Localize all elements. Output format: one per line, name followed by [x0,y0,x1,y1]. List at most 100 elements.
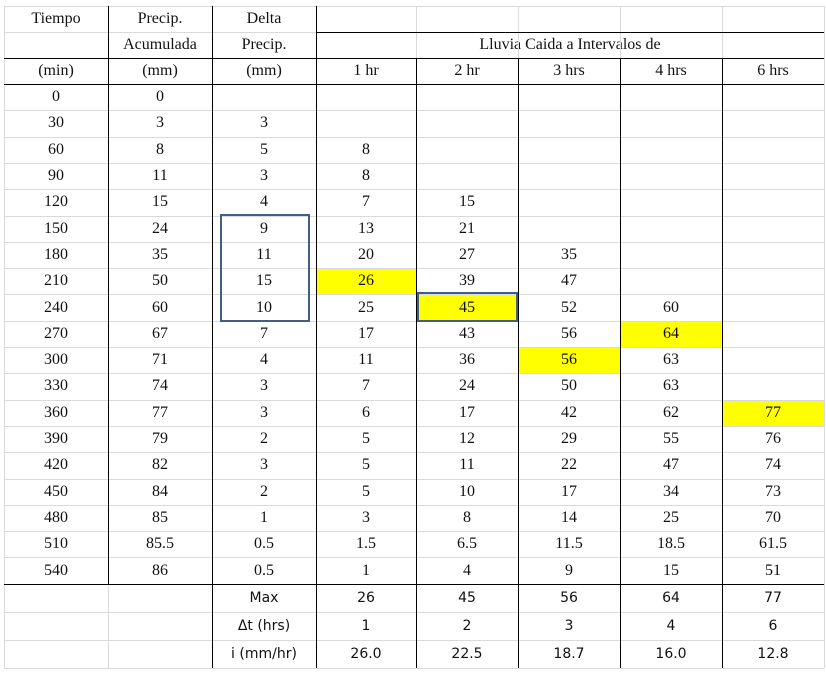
grid-line [4,557,824,558]
border-line [212,6,213,584]
summary-label: Δt (hrs) [237,617,291,634]
summary-value: 6 [768,617,778,634]
cell-int-2hr: 27 [459,245,475,263]
cell-int-6hr: 51 [765,561,781,579]
cell-int-1hr: 3 [362,508,370,526]
cell-int-2hr [416,84,518,110]
cell-int-3hr: 42 [561,403,577,421]
cell-tiempo: 210 [44,272,68,290]
cell-precip-acum: 82 [152,456,168,474]
summary-label: Max [249,589,279,606]
border-line [4,58,824,59]
cell-precip-acum: 67 [152,324,168,342]
cell-int-4hr [620,268,722,294]
cell-int-4hr: 63 [663,351,679,369]
cell-tiempo: 60 [48,140,64,158]
cell-int-6hr: 74 [765,456,781,474]
cell-int-4hr [620,189,722,215]
cell-int-2hr: 11 [459,456,475,474]
cell-int-2hr: 21 [459,219,475,237]
grid-line [4,268,824,269]
cell-delta-precip: 1 [260,508,268,526]
summary-value: 77 [764,589,782,606]
cell-tiempo: 510 [44,535,68,553]
grid-line [4,479,824,480]
header-acumulada: Acumulada [123,36,197,53]
border-line [316,32,824,33]
cell-int-6hr [722,189,824,215]
cell-precip-acum: 71 [152,351,168,369]
unit-3hr: 3 hrs [553,62,585,79]
cell-int-3hr: 47 [561,272,577,290]
highlight-cell [519,348,620,374]
unit-2hr: 2 hr [454,62,480,79]
cell-int-3hr: 9 [565,561,573,579]
cell-int-2hr: 15 [459,193,475,211]
summary-value: 18.7 [553,645,585,662]
grid-line [4,294,824,295]
cell-int-6hr [722,242,824,268]
cell-int-1hr: 8 [362,167,370,185]
border-line [518,58,519,668]
grid-line [4,347,824,348]
cell-precip-acum: 86 [152,561,168,579]
cell-int-3hr: 52 [561,298,577,316]
cell-int-2hr [416,163,518,189]
unit-1hr: 1 hr [353,62,379,79]
cell-int-6hr [722,268,824,294]
cell-int-4hr: 64 [663,324,679,342]
grid-line [4,640,824,641]
cell-precip-acum: 50 [152,272,168,290]
cell-tiempo: 150 [44,219,68,237]
cell-int-1hr: 26 [358,272,374,290]
border-line [416,58,417,668]
cell-int-1hr: 20 [358,245,374,263]
cell-precip-acum: 11 [152,167,168,185]
cell-int-6hr [722,347,824,373]
highlight-cell [417,295,518,321]
highlight-cell [723,400,824,426]
summary-value: 64 [662,589,680,606]
border-line [620,58,621,668]
cell-tiempo: 540 [44,561,68,579]
summary-value: 3 [564,617,574,634]
cell-precip-acum: 0 [156,88,164,106]
cell-int-1hr: 17 [358,324,374,342]
grid-line [4,242,824,243]
cell-int-2hr: 39 [459,272,475,290]
cell-int-3hr: 56 [561,351,577,369]
cell-int-4hr: 25 [663,508,679,526]
header-precip: Precip. [137,10,183,27]
cell-precip-acum: 85.5 [146,535,174,553]
cell-tiempo: 480 [44,508,68,526]
cell-tiempo: 270 [44,324,68,342]
cell-delta-precip: 3 [260,456,268,474]
cell-delta-precip: 3 [260,167,268,185]
unit-4hr: 4 hrs [655,62,687,79]
cell-int-3hr: 22 [561,456,577,474]
cell-precip-acum: 79 [152,430,168,448]
cell-int-4hr [620,84,722,110]
cell-int-6hr [722,216,824,242]
cell-delta-precip: 15 [256,272,272,290]
border-line [212,584,213,668]
cell-int-2hr: 4 [463,561,471,579]
cell-tiempo: 300 [44,351,68,369]
grid-line [4,531,824,532]
cell-tiempo: 450 [44,482,68,500]
grid-line [4,6,824,7]
cell-int-4hr [620,137,722,163]
grid-line [4,110,824,111]
delta-window-box [220,213,310,322]
cell-int-1hr: 6 [362,403,370,421]
unit-mm-delta: (mm) [246,62,282,79]
summary-value: 2 [462,617,472,634]
max-2hr-box [417,292,518,322]
unit-6hr: 6 hrs [757,62,789,79]
summary-value: 45 [458,589,476,606]
cell-int-1hr: 7 [362,193,370,211]
cell-int-2hr: 6.5 [457,535,477,553]
cell-precip-acum: 24 [152,219,168,237]
grid-line [4,6,5,668]
grid-line [4,668,824,669]
